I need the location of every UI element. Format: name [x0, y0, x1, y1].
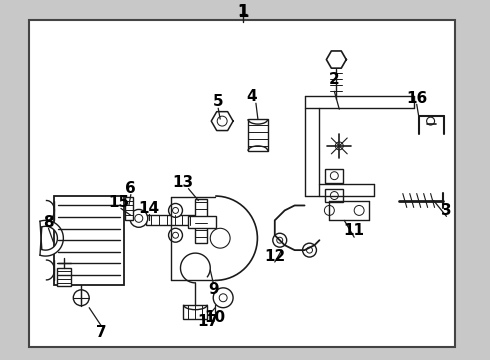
Circle shape [217, 116, 227, 126]
Circle shape [74, 290, 89, 306]
Text: 15: 15 [108, 195, 129, 210]
Text: 1: 1 [237, 3, 249, 21]
Text: 4: 4 [246, 89, 257, 104]
Bar [125, 197, 133, 220]
Circle shape [427, 117, 435, 125]
Text: 1: 1 [238, 4, 248, 19]
Text: 3: 3 [441, 203, 452, 218]
Bar [57, 268, 72, 286]
Bar [189, 216, 216, 228]
Text: 11: 11 [343, 223, 365, 238]
Polygon shape [40, 220, 63, 256]
Circle shape [330, 192, 338, 199]
Text: 14: 14 [138, 201, 159, 216]
Bar [325, 189, 343, 202]
Circle shape [130, 210, 147, 227]
Circle shape [335, 142, 343, 150]
Text: 16: 16 [406, 91, 427, 106]
Circle shape [135, 215, 143, 222]
Circle shape [307, 247, 313, 253]
Bar [196, 198, 207, 243]
Circle shape [273, 233, 287, 247]
Text: 6: 6 [125, 181, 136, 196]
Bar [54, 195, 124, 285]
Text: 17: 17 [197, 314, 219, 329]
Circle shape [354, 206, 364, 215]
Text: 8: 8 [43, 215, 54, 230]
Text: 5: 5 [213, 94, 223, 109]
Circle shape [213, 288, 233, 308]
Text: 9: 9 [208, 282, 219, 297]
Bar [248, 119, 268, 151]
Text: 13: 13 [172, 175, 193, 190]
Circle shape [324, 206, 334, 215]
Text: 7: 7 [96, 325, 106, 340]
Bar [146, 215, 200, 225]
Circle shape [219, 294, 227, 302]
Bar [183, 305, 207, 319]
Circle shape [277, 237, 283, 243]
Circle shape [169, 228, 182, 242]
Circle shape [172, 207, 178, 213]
Text: 2: 2 [329, 72, 340, 87]
Circle shape [210, 228, 230, 248]
Text: 12: 12 [264, 249, 285, 264]
Text: 10: 10 [205, 310, 226, 325]
Circle shape [169, 203, 182, 217]
Circle shape [302, 243, 317, 257]
Bar [28, 20, 455, 347]
Circle shape [330, 172, 338, 180]
Circle shape [172, 232, 178, 238]
Bar [325, 169, 343, 183]
